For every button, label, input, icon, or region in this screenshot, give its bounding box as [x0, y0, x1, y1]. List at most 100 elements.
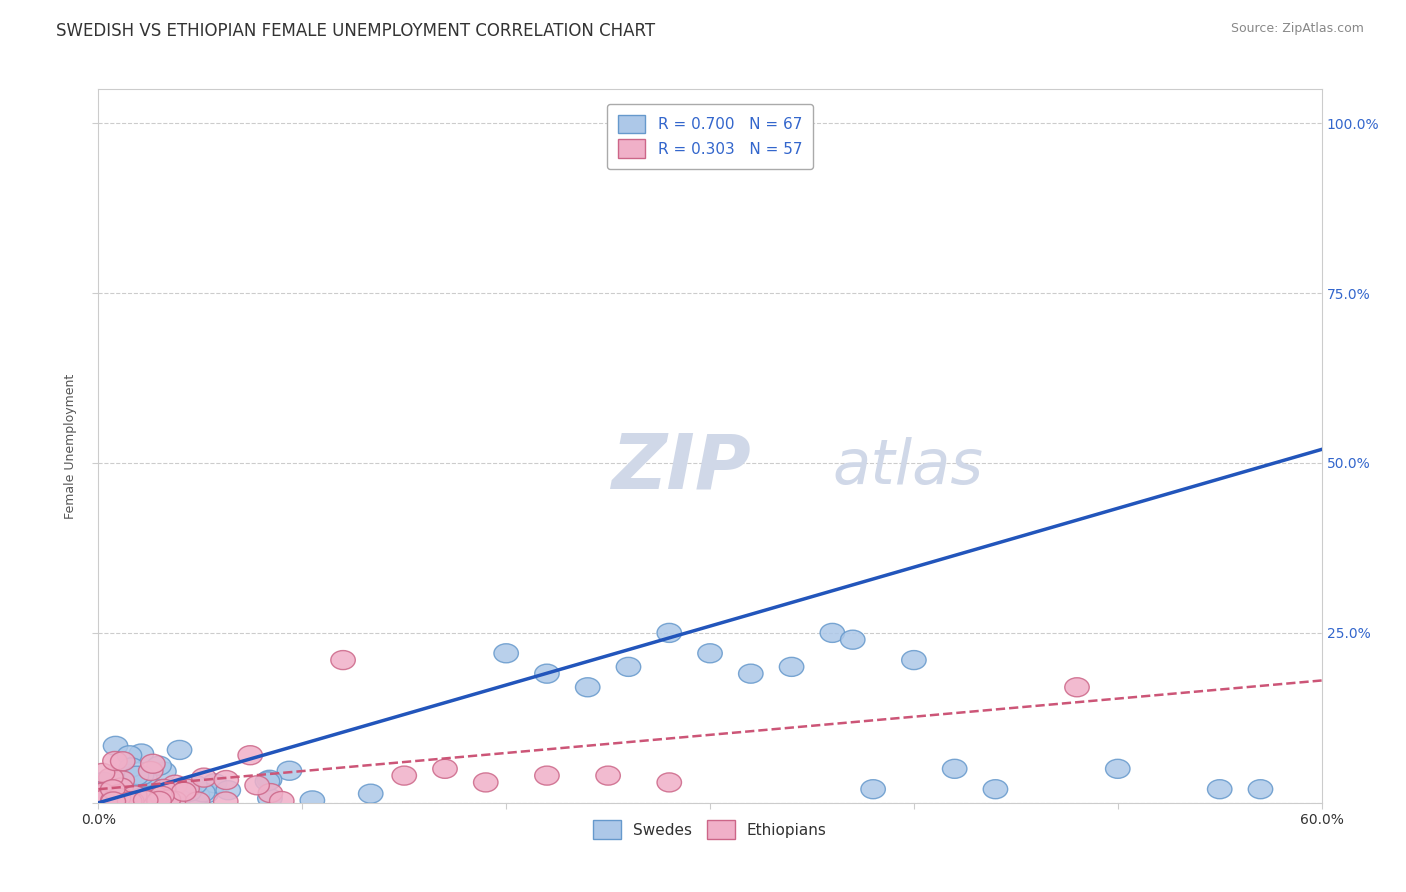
- Ellipse shape: [145, 787, 169, 806]
- Ellipse shape: [277, 761, 302, 780]
- Ellipse shape: [131, 788, 156, 806]
- Ellipse shape: [163, 792, 187, 811]
- Ellipse shape: [179, 780, 202, 800]
- Ellipse shape: [105, 785, 131, 804]
- Text: SWEDISH VS ETHIOPIAN FEMALE UNEMPLOYMENT CORRELATION CHART: SWEDISH VS ETHIOPIAN FEMALE UNEMPLOYMENT…: [56, 22, 655, 40]
- Ellipse shape: [616, 657, 641, 676]
- Ellipse shape: [120, 783, 143, 802]
- Ellipse shape: [983, 780, 1008, 798]
- Ellipse shape: [134, 790, 157, 810]
- Ellipse shape: [259, 783, 283, 803]
- Ellipse shape: [100, 790, 125, 810]
- Ellipse shape: [174, 779, 200, 798]
- Ellipse shape: [117, 792, 142, 811]
- Ellipse shape: [860, 780, 886, 798]
- Ellipse shape: [146, 756, 172, 775]
- Ellipse shape: [534, 766, 560, 785]
- Ellipse shape: [108, 790, 132, 810]
- Ellipse shape: [172, 782, 195, 801]
- Ellipse shape: [103, 751, 127, 771]
- Ellipse shape: [122, 786, 148, 805]
- Ellipse shape: [90, 788, 115, 806]
- Ellipse shape: [129, 766, 153, 785]
- Ellipse shape: [191, 783, 215, 802]
- Ellipse shape: [90, 790, 115, 810]
- Ellipse shape: [120, 758, 143, 777]
- Ellipse shape: [136, 790, 162, 809]
- Ellipse shape: [103, 736, 128, 756]
- Ellipse shape: [132, 768, 157, 787]
- Text: atlas: atlas: [832, 437, 983, 498]
- Ellipse shape: [91, 772, 115, 791]
- Ellipse shape: [738, 665, 763, 683]
- Ellipse shape: [134, 789, 159, 809]
- Ellipse shape: [100, 780, 125, 798]
- Ellipse shape: [120, 791, 143, 811]
- Ellipse shape: [121, 792, 145, 811]
- Ellipse shape: [433, 759, 457, 779]
- Ellipse shape: [141, 755, 165, 773]
- Ellipse shape: [103, 790, 127, 809]
- Ellipse shape: [101, 791, 125, 810]
- Ellipse shape: [110, 771, 135, 790]
- Ellipse shape: [97, 782, 121, 801]
- Ellipse shape: [136, 791, 160, 811]
- Ellipse shape: [214, 792, 238, 811]
- Ellipse shape: [245, 776, 270, 795]
- Ellipse shape: [91, 787, 115, 806]
- Ellipse shape: [820, 624, 845, 642]
- Ellipse shape: [143, 782, 167, 802]
- Ellipse shape: [110, 774, 134, 793]
- Ellipse shape: [359, 784, 382, 803]
- Ellipse shape: [90, 790, 115, 809]
- Ellipse shape: [167, 740, 191, 759]
- Ellipse shape: [257, 789, 283, 808]
- Ellipse shape: [90, 764, 115, 782]
- Ellipse shape: [156, 790, 180, 809]
- Ellipse shape: [112, 768, 138, 787]
- Ellipse shape: [217, 780, 240, 800]
- Ellipse shape: [90, 783, 115, 802]
- Ellipse shape: [90, 791, 115, 811]
- Ellipse shape: [162, 791, 187, 810]
- Ellipse shape: [657, 772, 682, 792]
- Ellipse shape: [238, 746, 263, 764]
- Ellipse shape: [270, 791, 294, 811]
- Ellipse shape: [101, 791, 125, 811]
- Ellipse shape: [779, 657, 804, 676]
- Ellipse shape: [1105, 759, 1130, 779]
- Ellipse shape: [1064, 678, 1090, 697]
- Ellipse shape: [1249, 780, 1272, 798]
- Ellipse shape: [257, 771, 281, 789]
- Ellipse shape: [129, 788, 155, 807]
- Ellipse shape: [98, 768, 124, 787]
- Text: ZIP: ZIP: [612, 431, 752, 504]
- Ellipse shape: [392, 766, 416, 785]
- Ellipse shape: [494, 644, 519, 663]
- Ellipse shape: [146, 791, 172, 811]
- Ellipse shape: [841, 630, 865, 649]
- Ellipse shape: [657, 624, 682, 642]
- Ellipse shape: [186, 786, 209, 805]
- Ellipse shape: [111, 752, 135, 771]
- Ellipse shape: [104, 783, 129, 802]
- Ellipse shape: [135, 773, 160, 792]
- Ellipse shape: [177, 782, 201, 801]
- Ellipse shape: [191, 768, 217, 787]
- Ellipse shape: [108, 778, 134, 797]
- Ellipse shape: [183, 775, 207, 794]
- Ellipse shape: [901, 650, 927, 670]
- Ellipse shape: [108, 780, 134, 800]
- Ellipse shape: [256, 772, 280, 791]
- Ellipse shape: [142, 792, 166, 811]
- Text: Source: ZipAtlas.com: Source: ZipAtlas.com: [1230, 22, 1364, 36]
- Ellipse shape: [152, 780, 176, 798]
- Ellipse shape: [111, 778, 135, 797]
- Ellipse shape: [118, 792, 142, 811]
- Ellipse shape: [152, 762, 176, 781]
- Ellipse shape: [194, 784, 219, 803]
- Ellipse shape: [186, 792, 209, 811]
- Ellipse shape: [1208, 780, 1232, 798]
- Ellipse shape: [697, 644, 723, 663]
- Ellipse shape: [124, 766, 149, 785]
